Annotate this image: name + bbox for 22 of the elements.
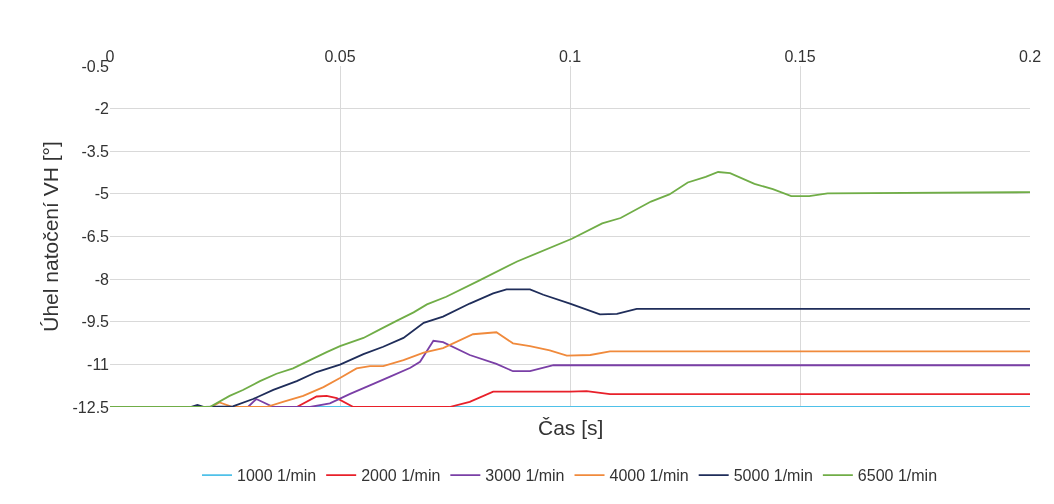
line-series bbox=[110, 171, 1030, 407]
y-tick-label: -5 bbox=[94, 185, 110, 203]
y-tick-label: -11 bbox=[87, 355, 110, 373]
x-tick-label: 0.2 bbox=[1018, 47, 1042, 65]
legend-label: 6500 1/min bbox=[857, 467, 938, 485]
y-tick-label: -8 bbox=[94, 270, 110, 288]
legend-label: 1000 1/min bbox=[237, 467, 317, 485]
y-tick-label: -9.5 bbox=[81, 313, 110, 331]
legend-label: 2000 1/min bbox=[361, 467, 441, 485]
x-axis-title: Čas [s] bbox=[538, 416, 604, 439]
x-tick-label: 0 bbox=[105, 47, 115, 65]
x-tick-label: 0.1 bbox=[558, 47, 582, 65]
y-axis-title: Úhel natočení VH [°] bbox=[39, 141, 62, 332]
y-tick-label: -12.5 bbox=[72, 398, 110, 416]
legend-label: 5000 1/min bbox=[733, 467, 813, 485]
x-tick-label: 0.05 bbox=[324, 47, 356, 65]
y-tick-label: -2 bbox=[94, 100, 110, 118]
y-tick-label: -6.5 bbox=[81, 228, 110, 246]
legend-label: 3000 1/min bbox=[485, 467, 565, 485]
x-tick-label: 0.15 bbox=[784, 47, 816, 65]
legend-label: 4000 1/min bbox=[609, 467, 689, 485]
y-tick-label: -3.5 bbox=[81, 142, 110, 160]
